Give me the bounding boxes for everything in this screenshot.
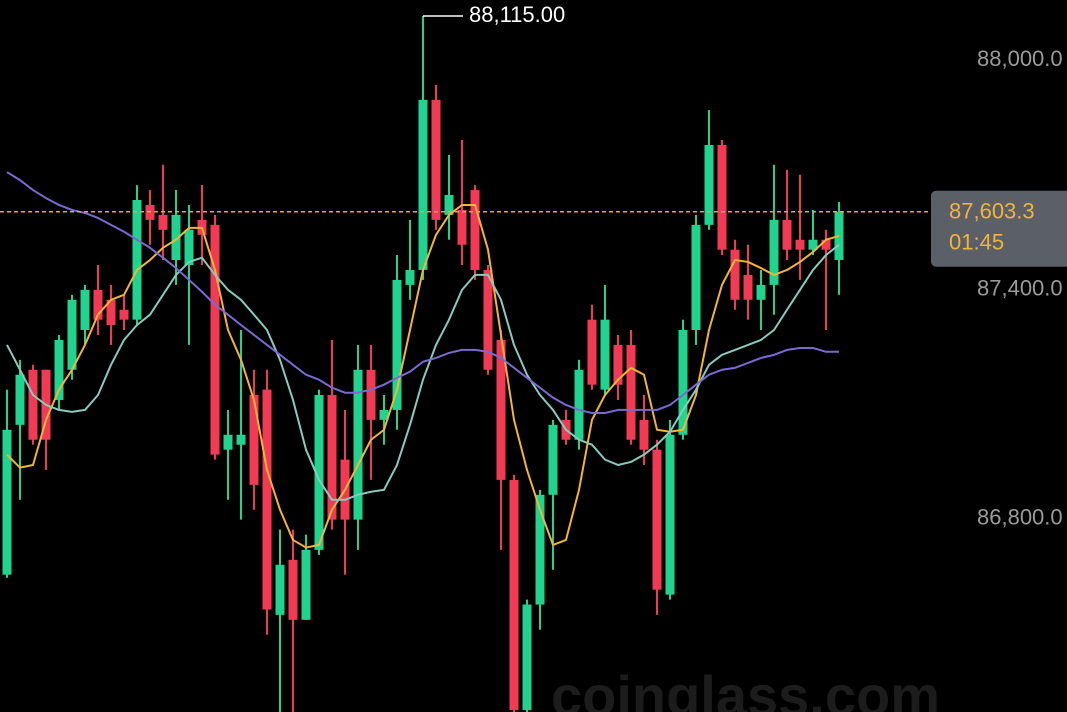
candle-body (652, 449, 662, 590)
candle-body (379, 409, 389, 420)
moving-average-line (6, 203, 840, 549)
candle-body (522, 604, 532, 711)
candle-body (548, 424, 558, 495)
candle-body (626, 344, 636, 440)
candle-body (639, 419, 649, 450)
candle-body (431, 99, 441, 220)
candle-body (184, 229, 194, 265)
candle-body (67, 299, 77, 370)
candle-body (262, 389, 272, 610)
candle-body (535, 494, 545, 605)
candle-body (457, 209, 467, 245)
candle-body (314, 395, 324, 550)
candle-body (444, 195, 454, 215)
candle-body (769, 219, 779, 285)
candle-body (392, 279, 402, 410)
candle-body (28, 369, 38, 440)
y-tick-label: 88,000.0 (977, 46, 1063, 71)
candle-body (587, 319, 597, 385)
candle-body (704, 144, 714, 225)
candle-body (756, 284, 766, 300)
countdown-label: 01:45 (949, 230, 1004, 255)
candle-body (132, 199, 142, 320)
y-tick-label: 87,400.0 (977, 275, 1063, 300)
candle-body (119, 309, 129, 320)
candle-body (223, 434, 233, 450)
candle-body (301, 549, 311, 620)
candle-body (327, 395, 337, 520)
candle-body (600, 319, 610, 390)
candle-body (782, 219, 792, 250)
candle-body (808, 239, 818, 250)
last-price-label: 87,603.3 (949, 199, 1035, 224)
moving-average-line (6, 171, 839, 414)
candle-body (249, 395, 259, 485)
candle-body (496, 339, 506, 480)
candle-body (574, 369, 584, 440)
candle-body (730, 249, 740, 300)
candle-body (795, 239, 805, 250)
candle-body (236, 434, 246, 445)
candle-body (509, 479, 519, 711)
candle-body (93, 289, 103, 320)
candle-body (405, 269, 415, 285)
candle-body (106, 299, 116, 326)
candle-body (717, 144, 727, 250)
candle-body (678, 329, 688, 435)
candle-body (470, 190, 480, 270)
last-price-box (931, 190, 1067, 267)
candle-body (158, 214, 168, 230)
max-marker-label: 88,115.00 (469, 2, 565, 27)
candle-body (288, 559, 298, 620)
candle-body (171, 214, 181, 261)
candle-body (80, 289, 90, 330)
candle-body (483, 269, 493, 370)
candle-body (275, 564, 285, 615)
candle-body (2, 429, 12, 575)
candle-body (834, 211, 844, 261)
candle-body (691, 224, 701, 330)
watermark: coinglass.com (551, 664, 940, 712)
candle-body (54, 339, 64, 400)
candle-body (418, 99, 428, 270)
candle-body (665, 434, 675, 595)
candle-body (743, 274, 753, 300)
candle-body (210, 224, 220, 455)
y-tick-label: 86,800.0 (977, 505, 1063, 530)
candle-body (353, 369, 363, 520)
candle-body (613, 344, 623, 385)
candle-body (15, 374, 25, 425)
candle-body (821, 239, 831, 250)
candle-body (366, 369, 376, 420)
